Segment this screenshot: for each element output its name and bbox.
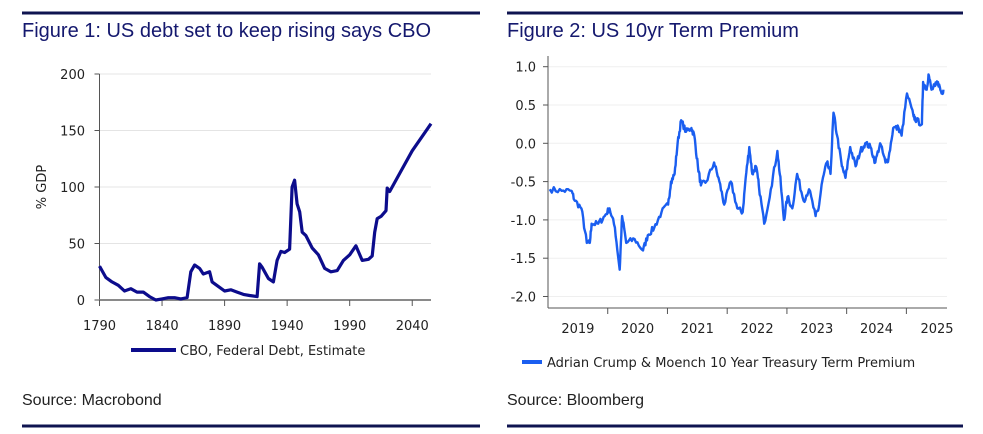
chart1-x-tick-labels: 1790 1840 1890 1940 1990 2040 (83, 319, 429, 334)
y-axis-label: % GDP (35, 165, 50, 210)
y-tick-label: -1.5 (511, 252, 536, 267)
chart2-gridlines (548, 66, 947, 297)
y-tick-label: 200 (60, 68, 85, 83)
y-tick-label: -2.0 (511, 291, 536, 306)
y-tick-label: 150 (60, 125, 85, 140)
figure1-title: Figure 1: US debt set to keep rising say… (22, 20, 431, 42)
chart1-gridlines (99, 73, 431, 244)
x-tick-label: 2024 (860, 322, 893, 337)
figure1-source: Source: Macrobond (22, 392, 162, 409)
x-tick-label: 1990 (333, 319, 366, 334)
figure2-source: Source: Bloomberg (507, 392, 644, 409)
chart2-axes (543, 56, 947, 314)
x-tick-label: 2023 (800, 322, 833, 337)
y-tick-label: -0.5 (511, 176, 536, 191)
chart2-x-tick-labels: 2019 2020 2021 2022 2023 2024 2025 (561, 322, 953, 337)
y-tick-label: 0 (77, 294, 85, 309)
legend-label-term-premium: Adrian Crump & Moench 10 Year Treasury T… (547, 356, 915, 371)
x-tick-label: 1790 (83, 319, 116, 334)
y-tick-label: -1.0 (511, 214, 536, 229)
x-tick-label: 1940 (271, 319, 304, 334)
term-premium-series-line (548, 73, 945, 271)
x-tick-label: 2022 (741, 322, 774, 337)
debt-series-line (98, 122, 433, 302)
y-tick-label: 1.0 (515, 61, 536, 76)
x-tick-label: 2040 (396, 319, 429, 334)
x-tick-label: 2019 (561, 322, 594, 337)
x-tick-label: 2025 (920, 322, 953, 337)
legend-label-debt: CBO, Federal Debt, Estimate (180, 344, 365, 359)
x-tick-label: 2021 (681, 322, 714, 337)
x-tick-label: 1840 (146, 319, 179, 334)
x-tick-label: 1890 (208, 319, 241, 334)
y-tick-label: 0.5 (515, 99, 536, 114)
y-tick-label: 50 (68, 238, 85, 253)
y-tick-label: 100 (60, 181, 85, 196)
y-tick-label: 0.0 (515, 137, 536, 152)
chart1-y-tick-labels: 0 50 100 150 200 (60, 68, 85, 309)
x-tick-label: 2020 (621, 322, 654, 337)
figure2-title: Figure 2: US 10yr Term Premium (507, 20, 799, 42)
chart2-y-tick-labels: 1.0 0.5 0.0 -0.5 -1.0 -1.5 -2.0 (511, 61, 536, 306)
